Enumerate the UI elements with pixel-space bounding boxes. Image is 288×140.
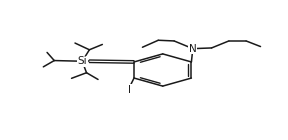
Text: N: N [189, 44, 197, 54]
Text: Si: Si [77, 56, 87, 66]
Text: I: I [128, 85, 131, 95]
